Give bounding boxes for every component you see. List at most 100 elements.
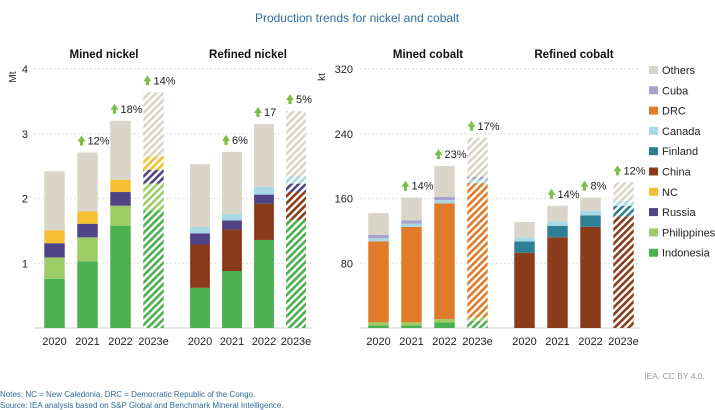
x-tick-label: 2020 <box>366 336 390 348</box>
bar-segment-others-2020 <box>190 164 210 227</box>
y-tick-label: 320 <box>335 64 353 76</box>
growth-label: 12% <box>624 165 646 177</box>
bar-segment-others-2021 <box>222 151 242 215</box>
bar-segment-drc-2022 <box>434 203 455 320</box>
chart-source: Source: IEA analysis based on S&P Global… <box>0 401 284 410</box>
growth-label: 17 <box>264 107 276 119</box>
growth-label: 23% <box>445 149 467 161</box>
panel-refined-cobalt: Refined cobalt 2020 2021 14% 2022 8% 2023e 12% <box>512 49 645 348</box>
y-tick-label: 160 <box>335 194 353 206</box>
x-tick-label: 2020 <box>42 336 66 348</box>
bar-segment-others-2021 <box>401 197 422 221</box>
bar-segment-canada-2020 <box>190 226 210 234</box>
legend-label: Others <box>662 65 696 77</box>
bar-segment-russia-2021 <box>77 223 98 238</box>
bar-segment-canada-2021 <box>401 223 422 227</box>
legend-swatch <box>649 187 658 196</box>
bar-segment-cuba-2022 <box>434 196 455 201</box>
legend-swatch <box>649 147 658 156</box>
bar-segment-finland-2022 <box>580 215 601 227</box>
bar-segment-finland-2023e <box>613 205 634 217</box>
bar-segment-russia-2023e <box>143 170 164 184</box>
growth-label: 12% <box>88 136 110 148</box>
x-tick-label: 2023e <box>281 336 312 348</box>
legend-item-others: Others <box>649 65 696 77</box>
growth-arrow-icon <box>401 180 410 191</box>
bar-segment-indonesia-2023e <box>467 320 488 328</box>
y-axis-unit: Mt <box>8 71 19 82</box>
bar-segment-others-2021 <box>77 152 98 212</box>
bar-segment-nc-2022 <box>110 179 131 193</box>
bar-segment-finland-2020 <box>514 241 535 253</box>
bar-segment-cuba-2023e <box>467 176 488 180</box>
bar-segment-china-2023e <box>613 216 634 328</box>
bar-segment-others-2022 <box>434 166 455 197</box>
bar-segment-canada-2023e <box>286 175 306 184</box>
bar-segment-others-2022 <box>110 120 131 180</box>
bar-segment-cuba-2020 <box>368 234 389 239</box>
bar-segment-china-2022 <box>580 226 601 328</box>
x-tick-label: 2021 <box>220 336 244 348</box>
bar-segment-china-2021 <box>222 229 242 272</box>
bar-segment-indonesia-2023e <box>143 210 164 328</box>
legend: Others Cuba DRC Canada Finland China NC Russia P… <box>649 65 715 260</box>
bar-segment-canada-2020 <box>514 237 535 242</box>
growth-arrow-icon <box>143 75 152 86</box>
bar-segment-philippines-2020 <box>368 322 389 326</box>
legend-item-drc: DRC <box>649 106 686 118</box>
legend-label: Indonesia <box>662 248 711 260</box>
bar-segment-others-2022 <box>254 124 274 187</box>
bar-segment-indonesia-2021 <box>401 325 422 328</box>
y-tick-label: 4 <box>22 64 28 76</box>
bar-segment-indonesia-2020 <box>44 278 65 328</box>
bar-segment-indonesia-2022 <box>254 239 274 328</box>
legend-item-finland: Finland <box>649 146 698 158</box>
y-tick-label: 1 <box>22 258 28 270</box>
chart-credit: IEA. CC BY 4.0. <box>644 371 705 381</box>
bar-segment-drc-2021 <box>401 226 422 323</box>
x-tick-label: 2020 <box>512 336 536 348</box>
bar-segment-canada-2022 <box>254 186 274 195</box>
growth-arrow-icon <box>613 165 622 176</box>
growth-label: 14% <box>154 75 176 87</box>
bar-segment-indonesia-2020 <box>190 287 210 328</box>
bar-segment-philippines-2023e <box>467 317 488 321</box>
panel-title: Mined cobalt <box>393 49 463 61</box>
panel-mined-nickel: Mined nickel 2020 2021 12% 2022 18% 2023e 14% <box>42 49 175 348</box>
panel-group-2: 80 160 240 320 kt Mined cobalt 2020 2021 14% 2022… <box>317 49 646 348</box>
bar-segment-others-2023e <box>286 111 306 176</box>
growth-label: 14% <box>412 181 434 193</box>
legend-swatch <box>649 126 658 135</box>
bar-segment-others-2020 <box>514 221 535 238</box>
bar-segment-canada-2023e <box>467 179 488 184</box>
legend-label: Philippines <box>662 227 715 239</box>
growth-label: 8% <box>591 181 607 193</box>
legend-swatch <box>649 167 658 176</box>
chart-notes: Notes: NC = New Caledonia. DRC = Democra… <box>0 390 255 399</box>
legend-swatch <box>649 106 658 115</box>
y-tick-label: 240 <box>335 129 353 141</box>
legend-label: China <box>662 167 692 179</box>
legend-item-china: China <box>649 167 692 179</box>
legend-label: Russia <box>662 207 697 219</box>
growth-arrow-icon <box>467 120 476 131</box>
bar-segment-canada-2022 <box>580 210 601 216</box>
bar-segment-china-2023e <box>286 192 306 220</box>
bar-segment-others-2023e <box>467 137 488 177</box>
growth-label: 18% <box>121 104 143 116</box>
growth-arrow-icon <box>222 134 230 145</box>
x-tick-label: 2021 <box>545 336 569 348</box>
legend-label: DRC <box>662 106 686 118</box>
bar-segment-indonesia-2022 <box>434 322 455 328</box>
bar-segment-russia-2022 <box>254 194 274 204</box>
panel-refined-nickel: Refined nickel 2020 2021 6% 2022 17 2023e 5% <box>188 49 312 348</box>
growth-arrow-icon <box>547 188 556 199</box>
legend-item-russia: Russia <box>649 207 697 219</box>
legend-item-canada: Canada <box>649 126 701 138</box>
legend-item-cuba: Cuba <box>649 85 689 97</box>
bar-segment-russia-2022 <box>110 192 131 206</box>
legend-item-nc: NC <box>649 187 678 199</box>
legend-label: Cuba <box>662 85 689 97</box>
bar-segment-russia-2021 <box>222 220 242 230</box>
bar-segment-philippines-2022 <box>434 319 455 323</box>
